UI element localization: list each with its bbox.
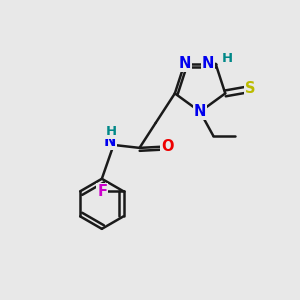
Text: O: O xyxy=(161,139,174,154)
Text: H: H xyxy=(222,52,233,65)
Text: N: N xyxy=(178,56,191,71)
Text: S: S xyxy=(245,82,256,97)
Text: F: F xyxy=(97,184,107,199)
Text: N: N xyxy=(103,134,116,149)
Text: N: N xyxy=(202,56,214,71)
Text: H: H xyxy=(106,125,117,138)
Text: N: N xyxy=(194,104,206,119)
